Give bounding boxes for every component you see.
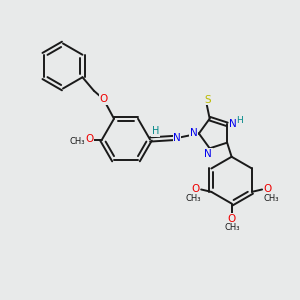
- Text: O: O: [227, 214, 236, 224]
- Text: CH₃: CH₃: [225, 223, 240, 232]
- Text: N: N: [204, 149, 212, 159]
- Text: O: O: [263, 184, 272, 194]
- Text: O: O: [99, 94, 108, 104]
- Text: H: H: [236, 116, 243, 125]
- Text: CH₃: CH₃: [185, 194, 200, 203]
- Text: N: N: [173, 133, 181, 143]
- Text: O: O: [85, 134, 94, 145]
- Text: S: S: [204, 95, 211, 105]
- Text: CH₃: CH₃: [263, 194, 279, 203]
- Text: CH₃: CH₃: [69, 137, 85, 146]
- Text: N: N: [229, 119, 237, 129]
- Text: H: H: [152, 126, 159, 136]
- Text: O: O: [192, 184, 200, 194]
- Text: N: N: [190, 128, 197, 139]
